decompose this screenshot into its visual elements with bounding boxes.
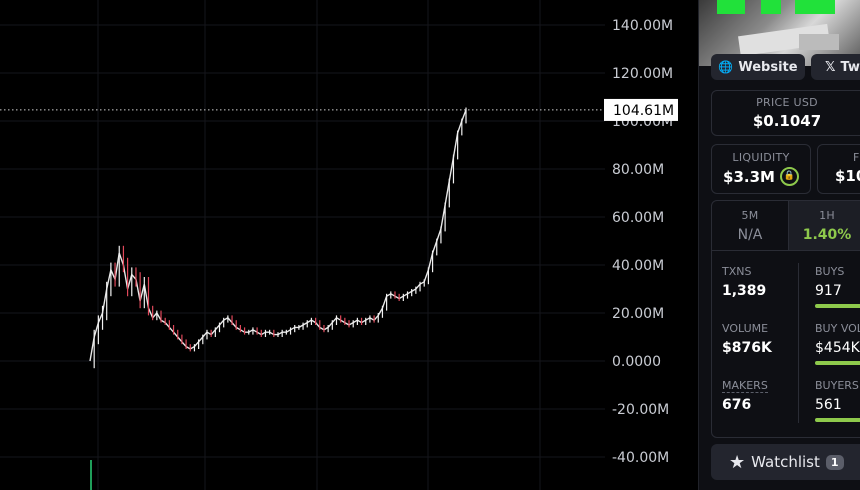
x-logo-icon: 𝕏 bbox=[825, 59, 836, 75]
price-usd-card: PRICE USD $0.1047 bbox=[711, 90, 860, 136]
txns-value: 1,389 bbox=[722, 283, 767, 299]
current-price-label: 104.61M bbox=[613, 103, 674, 119]
txns-label: TXNS bbox=[722, 265, 752, 278]
buyers-bar bbox=[815, 418, 860, 422]
volume-bar bbox=[90, 460, 92, 490]
y-tick-label: 40.00M bbox=[612, 258, 664, 274]
timeframe-1h-value: 1.40% bbox=[802, 227, 852, 243]
y-tick-label: 120.00M bbox=[612, 66, 673, 82]
twitter-link-button[interactable]: 𝕏 Twi bbox=[811, 54, 860, 80]
price-usd-label: PRICE USD bbox=[756, 96, 818, 109]
token-info-panel: 🌐 Website 𝕏 Twi PRICE USD $0.1047 LIQUID… bbox=[698, 0, 860, 490]
y-tick-label: -20.00M bbox=[612, 402, 669, 418]
stats-card: 5M N/A 1H 1.40% TXNS 1,389 BUYS 917 VOLU… bbox=[711, 200, 860, 438]
buyers-value: 561 bbox=[815, 397, 842, 413]
y-tick-label: -40.00M bbox=[612, 450, 669, 466]
buy-volume-label: BUY VOL bbox=[815, 322, 860, 335]
volume-label: VOLUME bbox=[722, 322, 769, 335]
watchlist-button[interactable]: ★ Watchlist 1 bbox=[711, 444, 860, 480]
current-price-tag bbox=[604, 98, 678, 121]
buy-volume-value: $454K bbox=[815, 340, 860, 356]
buys-bar bbox=[815, 304, 860, 308]
buyers-label: BUYERS bbox=[815, 379, 859, 392]
timeframe-5m-label: 5M bbox=[741, 209, 759, 222]
lock-icon: 🔒 bbox=[779, 167, 799, 186]
twitter-label: Twi bbox=[840, 59, 860, 75]
timeframe-5m[interactable]: 5M N/A bbox=[712, 201, 789, 251]
makers-label[interactable]: MAKERS bbox=[722, 379, 768, 393]
y-tick-label: 0.0000 bbox=[612, 354, 661, 370]
fdv-label: F bbox=[853, 151, 860, 164]
buy-volume-bar bbox=[815, 361, 860, 365]
website-label: Website bbox=[738, 59, 798, 75]
y-tick-label: 80.00M bbox=[612, 162, 664, 178]
timeframe-1h[interactable]: 1H 1.40% bbox=[789, 201, 860, 251]
liquidity-value: $3.3M bbox=[723, 167, 775, 186]
globe-icon: 🌐 bbox=[718, 60, 734, 74]
fdv-card: F $10 bbox=[817, 144, 860, 194]
makers-value: 676 bbox=[722, 397, 752, 413]
watchlist-count-badge: 1 bbox=[825, 454, 844, 470]
price-chart[interactable]: 140.00M 120.00M 100.00M 80.00M 60.00M 40.00M 2… bbox=[0, 0, 698, 490]
chart-svg: 140.00M120.00M100.00M80.00M60.00M40.00M2… bbox=[0, 0, 678, 490]
y-tick-label: 20.00M bbox=[612, 306, 664, 322]
y-tick-label: 140.00M bbox=[612, 18, 673, 34]
website-link-button[interactable]: 🌐 Website bbox=[711, 54, 805, 80]
liquidity-card: LIQUIDITY $3.3M 🔒 bbox=[711, 144, 811, 194]
timeframe-5m-value: N/A bbox=[737, 227, 763, 243]
star-icon: ★ bbox=[729, 451, 746, 473]
liquidity-label: LIQUIDITY bbox=[732, 151, 790, 164]
watchlist-label: Watchlist bbox=[751, 453, 820, 471]
timeframe-1h-label: 1H bbox=[819, 209, 835, 222]
buys-label: BUYS bbox=[815, 265, 845, 278]
y-tick-label: 60.00M bbox=[612, 210, 664, 226]
volume-value: $876K bbox=[722, 340, 772, 356]
price-series-line bbox=[89, 109, 467, 362]
buys-value: 917 bbox=[815, 283, 842, 299]
fdv-value: $10 bbox=[835, 167, 860, 185]
price-usd-value: $0.1047 bbox=[752, 112, 822, 130]
